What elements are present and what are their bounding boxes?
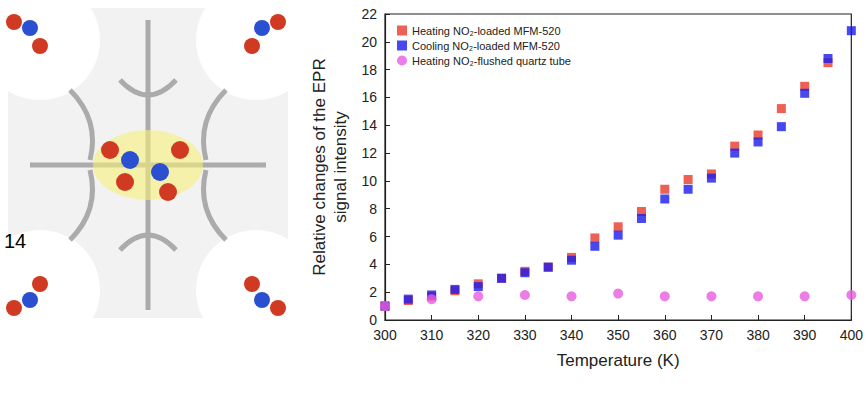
svg-text:22: 22 bbox=[361, 6, 377, 22]
svg-text:Relative changes of the EPR: Relative changes of the EPR bbox=[310, 58, 329, 275]
svg-text:20: 20 bbox=[361, 34, 377, 50]
html-text:14: 14 bbox=[4, 230, 27, 252]
svg-text:12: 12 bbox=[361, 145, 377, 161]
svg-text:310: 310 bbox=[420, 327, 444, 343]
svg-text:390: 390 bbox=[793, 327, 817, 343]
svg-text:14: 14 bbox=[361, 117, 377, 133]
svg-text:16: 16 bbox=[361, 89, 377, 105]
svg-text:380: 380 bbox=[746, 327, 770, 343]
svg-text:10: 10 bbox=[361, 173, 377, 189]
svg-text:8: 8 bbox=[369, 201, 377, 217]
svg-text:Heating NO₂-loaded MFM-520: Heating NO₂-loaded MFM-520 bbox=[412, 25, 561, 37]
svg-text:signal intensity: signal intensity bbox=[331, 111, 350, 223]
svg-text:360: 360 bbox=[653, 327, 677, 343]
svg-text:300: 300 bbox=[373, 327, 397, 343]
svg-text:330: 330 bbox=[513, 327, 537, 343]
svg-text:Cooling NO₂-loaded MFM-520: Cooling NO₂-loaded MFM-520 bbox=[412, 40, 560, 52]
svg-text:Temperature (K): Temperature (K) bbox=[557, 351, 680, 370]
svg-text:6: 6 bbox=[369, 229, 377, 245]
svg-text:350: 350 bbox=[606, 327, 630, 343]
svg-text:400: 400 bbox=[840, 327, 864, 343]
svg-text:320: 320 bbox=[467, 327, 491, 343]
svg-text:0: 0 bbox=[369, 312, 377, 328]
svg-text:340: 340 bbox=[560, 327, 584, 343]
svg-text:18: 18 bbox=[361, 62, 377, 78]
svg-text:4: 4 bbox=[369, 256, 377, 272]
svg-text:370: 370 bbox=[700, 327, 724, 343]
svg-text:Heating NO₂-flushed quartz tub: Heating NO₂-flushed quartz tube bbox=[412, 55, 571, 67]
svg-text:2: 2 bbox=[369, 284, 377, 300]
